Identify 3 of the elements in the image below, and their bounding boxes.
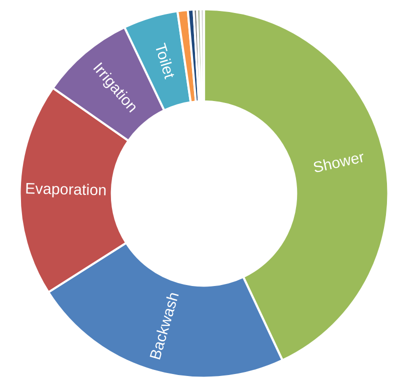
slice-label: Toilet xyxy=(154,42,176,80)
slice-label: Evaporation xyxy=(26,182,106,198)
slice-label: Shower xyxy=(312,150,365,173)
